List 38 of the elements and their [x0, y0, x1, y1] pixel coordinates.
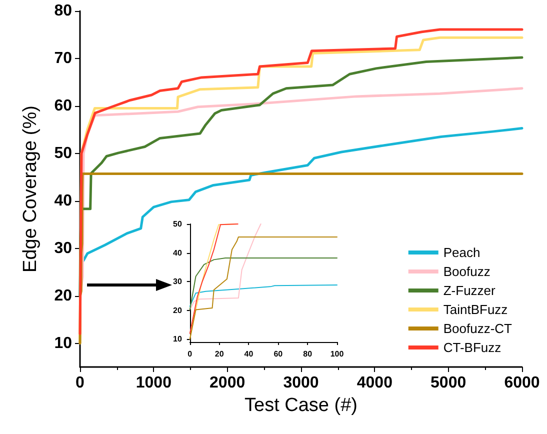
legend-label: CT-BFuzz — [443, 340, 502, 355]
legend-label: Peach — [443, 245, 480, 260]
x-tick-label: 0 — [188, 350, 193, 358]
x-tick-label: 1000 — [136, 374, 172, 392]
y-tick-label: 10 — [54, 334, 72, 352]
x-tick-label: 20 — [214, 350, 224, 358]
line-series — [189, 236, 338, 340]
legend-label: Boofuzz — [443, 264, 490, 279]
y-tick-label: 70 — [54, 50, 72, 67]
x-tick-label: 3000 — [283, 374, 319, 392]
legend-label: Z-Fuzzer — [443, 283, 496, 298]
y-tick-label: 30 — [54, 240, 72, 257]
x-tick-label: 2000 — [210, 374, 246, 392]
y-tick-label: 20 — [54, 287, 72, 304]
y-tick-label: 20 — [172, 306, 182, 315]
legend-label: Boofuzz-CT — [443, 321, 512, 336]
y-tick-label: 50 — [172, 220, 182, 228]
line-series — [189, 257, 338, 310]
y-tick-label: 60 — [54, 97, 72, 114]
x-tick-label: 40 — [244, 350, 254, 358]
x-tick-label: 4000 — [356, 374, 393, 392]
line-series — [189, 284, 338, 307]
y-tick-label: 30 — [172, 277, 182, 286]
y-tick-label: 10 — [172, 334, 182, 344]
x-tick-label: 100 — [330, 350, 344, 358]
x-tick-label: 60 — [274, 350, 284, 358]
y-tick-label: 40 — [172, 248, 182, 258]
x-tick-label: 0 — [76, 374, 85, 392]
x-tick-label: 80 — [303, 350, 313, 358]
legend-label: TaintBFuzz — [443, 302, 508, 317]
y-axis-title: Edge Coverage (%) — [20, 106, 41, 272]
x-tick-label: 5000 — [430, 374, 466, 392]
x-tick-label: 6000 — [504, 374, 540, 392]
y-tick-label: 50 — [54, 144, 72, 162]
line-series — [189, 224, 262, 310]
y-tick-label: 80 — [54, 2, 72, 20]
y-tick-label: 40 — [54, 192, 72, 210]
x-axis-title: Test Case (#) — [244, 394, 358, 416]
